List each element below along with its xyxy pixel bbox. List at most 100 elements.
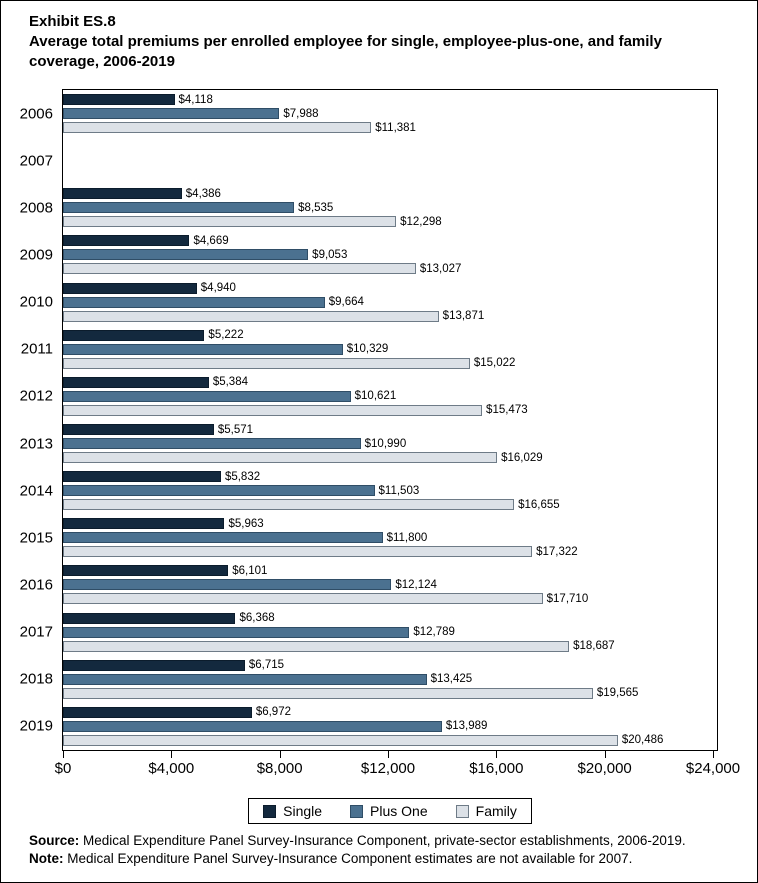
bar-single — [63, 188, 182, 200]
bar-chart-plot-area: 2006 $4,118 $7,988 $11,381 2007 2008 $4,386 $8,… — [20, 89, 718, 751]
bar-value-label: $11,381 — [375, 121, 416, 134]
note-text: Medical Expenditure Panel Survey-Insuran… — [67, 851, 633, 866]
bar-line: $4,118 — [63, 93, 717, 106]
year-row-2006: 2006 $4,118 $7,988 $11,381 — [20, 90, 717, 137]
bar-line: $16,655 — [63, 499, 717, 511]
bar-plus-one — [63, 532, 383, 544]
bar-line: $11,503 — [63, 484, 717, 497]
bar-family — [63, 452, 498, 464]
bar-family — [63, 263, 416, 275]
bar-family — [63, 593, 543, 605]
bar-line: $5,384 — [63, 376, 717, 389]
bar-value-label: $5,832 — [224, 470, 261, 483]
bar-line: $17,710 — [63, 593, 717, 605]
bar-value-label: $11,503 — [378, 484, 420, 497]
chart-title: Average total premiums per enrolled empl… — [29, 33, 662, 70]
bar-value-label: $6,101 — [232, 564, 268, 577]
bar-plus-one — [63, 438, 361, 450]
legend-item-single: Single — [263, 803, 322, 819]
y-axis-label: 2010 — [19, 293, 53, 311]
bar-family — [63, 734, 618, 746]
legend-item-plus-one: Plus One — [350, 803, 428, 819]
bar-line: $5,963 — [63, 518, 717, 530]
note-line: Note: Medical Expenditure Panel Survey-I… — [29, 850, 739, 868]
bar-line: $7,988 — [63, 107, 717, 120]
bar-value-label: $4,669 — [193, 234, 229, 247]
bar-plus-one — [63, 249, 309, 261]
bar-line: $12,298 — [63, 216, 717, 228]
bar-line: $10,621 — [63, 390, 717, 402]
bar-value-label: $9,053 — [312, 248, 348, 261]
year-row-2009: 2009 $4,669 $9,053 $13,027 — [20, 231, 717, 278]
legend-label: Single — [283, 803, 323, 819]
bar-single — [63, 235, 190, 247]
bar-family — [63, 546, 533, 558]
source-text: Medical Expenditure Panel Survey-Insuran… — [83, 833, 686, 848]
bar-value-label: $11,800 — [386, 531, 428, 544]
bar-line: $10,329 — [63, 343, 717, 355]
y-axis-label: 2006 — [19, 105, 53, 123]
year-row-2011: 2011 $5,222 $10,329 $15,022 — [21, 326, 717, 373]
bar-value-label: $8,535 — [298, 201, 334, 214]
bar-line: $18,687 — [63, 640, 717, 653]
year-row-2013: 2013 $5,571 $10,990 $16,029 — [20, 420, 717, 467]
bar-value-label: $10,990 — [364, 437, 407, 450]
legend: Single Plus One Family — [248, 798, 532, 824]
bar-single — [63, 612, 236, 624]
bar-family — [63, 499, 515, 511]
bar-line: $12,789 — [63, 626, 717, 638]
year-row-2019: 2019 $6,972 $13,989 $20,486 — [20, 703, 717, 750]
bar-line: $20,486 — [63, 734, 717, 746]
legend-swatch — [263, 804, 277, 818]
bar-single — [63, 376, 209, 388]
bar-family — [63, 122, 372, 134]
bar-line: $6,368 — [63, 612, 717, 624]
bar-value-label: $4,386 — [185, 187, 221, 200]
bar-value-label: $13,027 — [419, 262, 462, 275]
source-label: Source: — [29, 833, 80, 848]
bar-line: $8,535 — [63, 201, 717, 214]
bar-line: $13,989 — [63, 720, 717, 732]
bar-line: $6,972 — [63, 706, 717, 718]
x-axis-tick-label: $12,000 — [360, 760, 416, 777]
y-axis-label: 2017 — [19, 623, 53, 641]
legend-label: Family — [475, 803, 517, 819]
y-axis-label: 2012 — [19, 387, 53, 405]
bar-value-label: $4,118 — [178, 93, 213, 106]
x-axis-tick — [279, 751, 281, 758]
year-row-2014: 2014 $5,832 $11,503 $16,655 — [20, 467, 717, 514]
bar-value-label: $18,687 — [573, 640, 615, 653]
x-axis: $0 $4,000 $8,000 $12,000 $16,000 $20,000 $24,0… — [55, 751, 740, 781]
y-axis-label: 2011 — [20, 340, 53, 358]
legend-label: Plus One — [370, 803, 428, 819]
bar-plus-one — [63, 202, 295, 214]
bar-line: $16,029 — [63, 451, 717, 464]
bar-line: $15,022 — [63, 357, 717, 369]
note-label: Note: — [29, 851, 64, 866]
bar-family — [63, 687, 593, 699]
bar-line: $4,940 — [63, 282, 717, 294]
x-axis-tick-label: $20,000 — [577, 760, 632, 777]
bar-plus-one — [63, 390, 351, 402]
bar-line: $5,571 — [63, 424, 717, 436]
bar-value-label: $15,473 — [486, 404, 528, 417]
title-block: Exhibit ES.8 Average total premiums per … — [29, 12, 731, 72]
bar-value-label: $16,029 — [501, 451, 543, 464]
bar-line: $4,386 — [63, 187, 717, 200]
bar-value-label: $7,988 — [283, 107, 319, 120]
bar-value-label: $12,124 — [395, 578, 437, 591]
footnotes: Source: Medical Expenditure Panel Survey… — [29, 832, 739, 868]
bar-plus-one — [63, 673, 427, 685]
y-axis-label: 2014 — [19, 482, 53, 500]
year-row-2010: 2010 $4,940 $9,664 $13,871 — [20, 279, 717, 326]
year-row-2012: 2012 $5,384 $10,621 $15,473 — [20, 373, 717, 420]
bar-value-label: $19,565 — [596, 687, 639, 700]
x-axis-tick-label: $24,000 — [685, 760, 741, 777]
x-axis-tick — [496, 751, 498, 758]
year-row-2016: 2016 $6,101 $12,124 $17,710 — [20, 561, 717, 608]
y-axis-label: 2019 — [19, 717, 53, 735]
bar-value-label: $5,384 — [212, 376, 248, 389]
bar-line: $17,322 — [63, 546, 717, 558]
bar-line: $4,669 — [63, 234, 717, 247]
